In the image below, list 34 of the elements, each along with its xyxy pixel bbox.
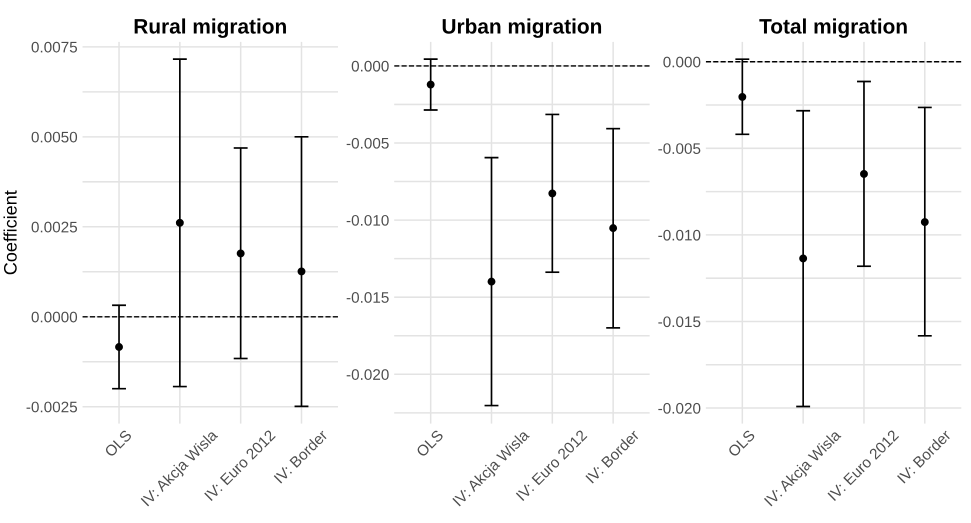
point — [860, 170, 868, 178]
point — [488, 278, 496, 286]
x-tick-label: OLS — [727, 429, 756, 458]
y-tick-label: -0.005 — [658, 143, 700, 154]
y-tick-label: -0.015 — [346, 292, 389, 303]
y-axis-title: Coefficient — [3, 190, 17, 274]
y-tick-label: -0.010 — [658, 230, 700, 241]
y-tick-label: 0.000 — [663, 56, 700, 68]
point — [920, 218, 929, 226]
point — [799, 254, 808, 262]
point — [236, 249, 245, 258]
chart-title: Total migration — [759, 18, 907, 38]
x-tick-label: OLS — [104, 429, 132, 458]
y-tick-label: 0.0025 — [32, 222, 78, 232]
point — [426, 80, 435, 89]
point — [548, 189, 556, 198]
chart-title: Urban migration — [442, 18, 602, 38]
point — [115, 343, 123, 351]
y-tick-label: 0.0050 — [32, 132, 78, 143]
y-tick-label: 0.0075 — [32, 42, 78, 53]
point — [738, 92, 746, 101]
y-tick-label: 0.000 — [352, 60, 389, 72]
y-tick-label: -0.020 — [346, 369, 389, 380]
chart-title: Rural migration — [134, 18, 286, 38]
x-tick-label: OLS — [416, 429, 444, 458]
point — [298, 267, 306, 276]
y-tick-label: 0.0000 — [32, 312, 78, 322]
y-tick-label: -0.015 — [658, 316, 700, 328]
y-tick-label: -0.0025 — [26, 402, 78, 412]
y-tick-label: -0.010 — [346, 214, 389, 226]
y-tick-label: -0.005 — [346, 138, 389, 149]
y-tick-label: -0.020 — [658, 402, 700, 414]
point — [609, 224, 618, 232]
point — [176, 218, 184, 227]
